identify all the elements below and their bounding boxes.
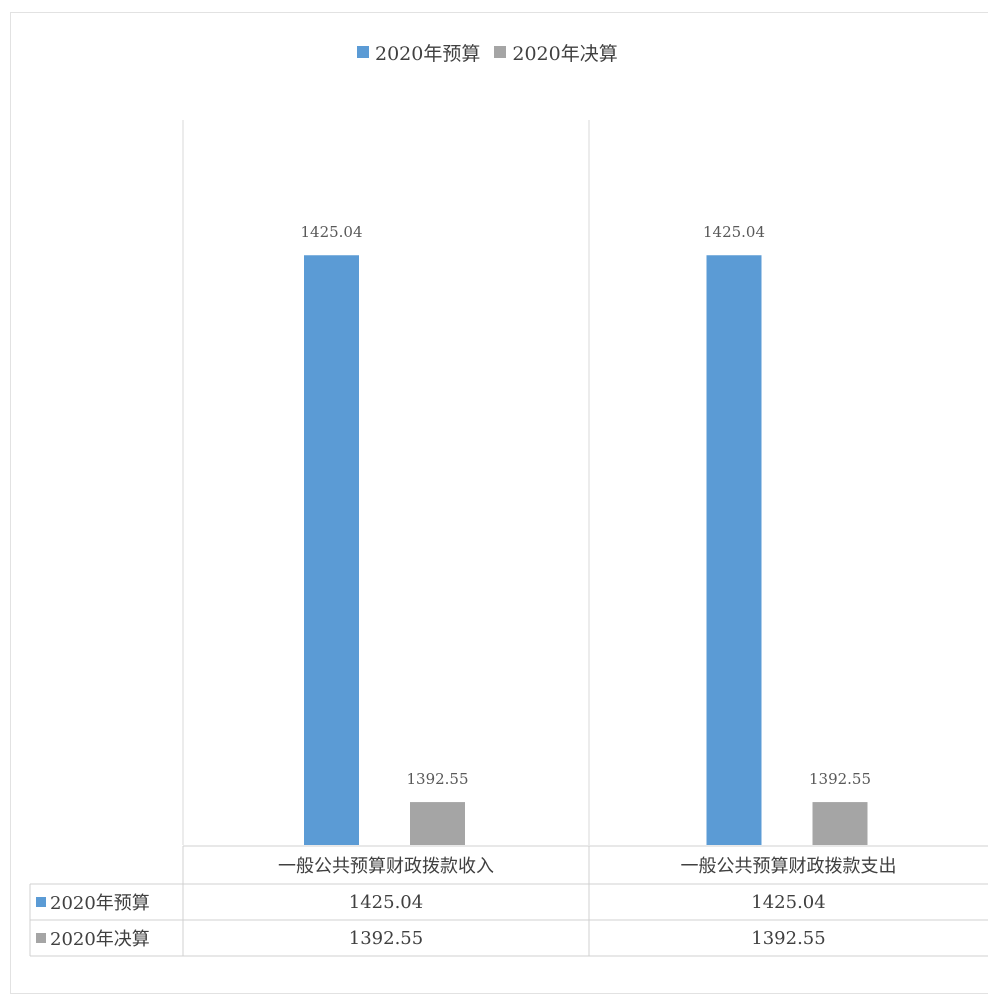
data-label-budget-1: 1425.04 xyxy=(703,223,765,241)
legend-item-final: 2020年决算 xyxy=(494,39,618,66)
bar-budget-1 xyxy=(706,255,762,845)
bar-group xyxy=(304,255,868,845)
legend-label-final: 2020年决算 xyxy=(512,42,618,65)
legend-swatch-final xyxy=(494,46,507,58)
data-label-final-1: 1392.55 xyxy=(809,770,871,788)
legend-swatch-budget xyxy=(357,46,369,58)
data-label-group: 1425.04 1425.04 1392.55 1392.55 xyxy=(300,223,871,788)
bar-final-0 xyxy=(410,802,465,845)
bar-budget-0 xyxy=(304,255,359,845)
legend-item-budget: 2020年预算 xyxy=(357,39,480,66)
data-label-budget-0: 1425.04 xyxy=(300,223,362,241)
category-dividers xyxy=(182,120,590,845)
chart-legend: 2020年预算 2020年决算 xyxy=(357,38,632,66)
data-label-final-0: 1392.55 xyxy=(406,770,468,788)
bar-final-1 xyxy=(812,802,868,845)
legend-label-budget: 2020年预算 xyxy=(375,42,481,65)
